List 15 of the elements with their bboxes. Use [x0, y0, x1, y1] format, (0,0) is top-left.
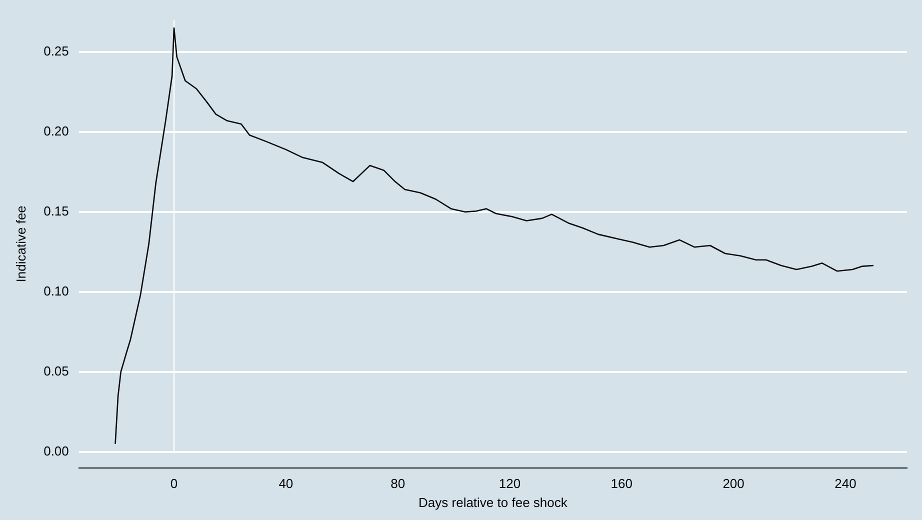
x-tick-label: 160	[610, 476, 632, 492]
y-tick-label: 0.00	[44, 443, 69, 458]
x-tick-label: 240	[834, 476, 856, 492]
x-tick-label: 120	[498, 476, 521, 492]
y-tick-label: 0.15	[44, 203, 69, 218]
x-tick-label: 200	[722, 476, 744, 492]
x-tick-label: 80	[390, 476, 406, 492]
x-tick-label: 0	[170, 476, 178, 492]
y-tick-label: 0.10	[44, 283, 69, 298]
y-tick-label: 0.20	[44, 124, 69, 139]
x-axis-title: Days relative to fee shock	[418, 494, 568, 510]
y-tick-label: 0.25	[44, 44, 69, 59]
x-tick-label: 40	[278, 476, 294, 492]
y-tick-label: 0.05	[44, 363, 69, 378]
y-axis-title: Indicative fee	[13, 206, 28, 282]
